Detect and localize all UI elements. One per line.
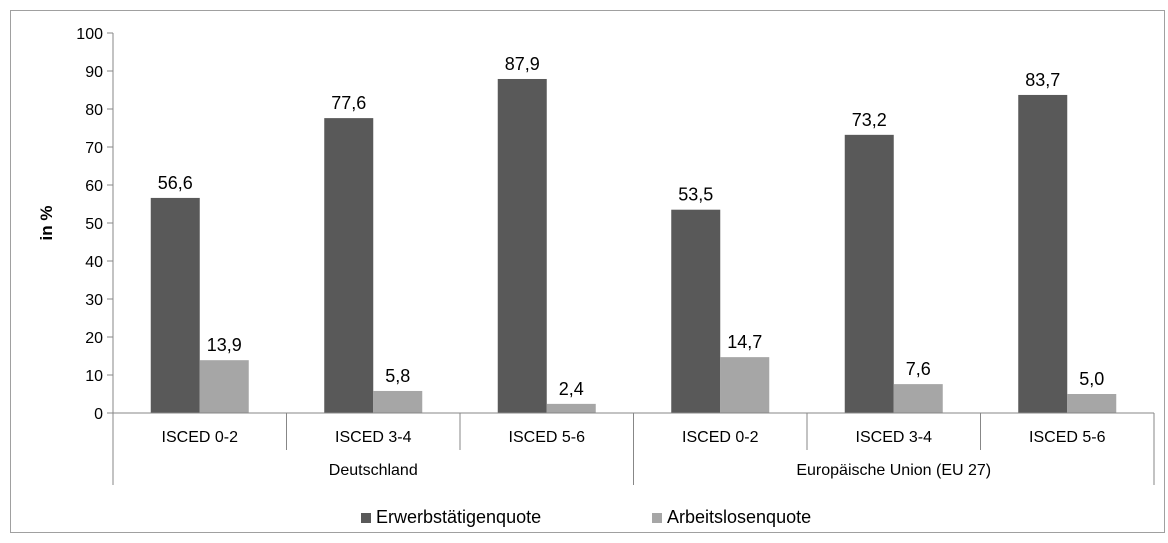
y-tick-label: 90 bbox=[85, 64, 103, 81]
data-labels: 56,6 13,9 77,6 5,8 87,9 2,4 53,5 14,7 73,2 7,6 83,… bbox=[158, 54, 1105, 399]
group-label: Deutschland bbox=[329, 462, 418, 479]
bar-arbeitslosenquote bbox=[1067, 394, 1117, 413]
data-label: 5,8 bbox=[385, 366, 410, 386]
legend: Erwerbstätigenquote Arbeitslosenquote bbox=[361, 507, 811, 527]
y-tick-label: 50 bbox=[85, 216, 103, 233]
y-tick-label: 40 bbox=[85, 254, 103, 271]
y-tick-label: 30 bbox=[85, 292, 103, 309]
bar-arbeitslosenquote bbox=[373, 390, 423, 413]
y-axis-ticks: 0 10 20 30 40 50 60 70 80 90 100 bbox=[76, 26, 114, 423]
y-tick-label: 0 bbox=[94, 406, 103, 423]
data-label: 73,2 bbox=[852, 110, 887, 130]
legend-swatch bbox=[652, 513, 662, 523]
x-axis: ISCED 0-2 ISCED 3-4 ISCED 5-6 ISCED 0-2 ISCE… bbox=[112, 412, 1155, 485]
y-tick-label: 80 bbox=[85, 102, 103, 119]
x-tick-label: ISCED 5-6 bbox=[509, 429, 586, 446]
data-label: 13,9 bbox=[207, 335, 242, 355]
y-tick-label: 70 bbox=[85, 140, 103, 157]
data-label: 5,0 bbox=[1079, 369, 1104, 389]
group-label: Europäische Union (EU 27) bbox=[796, 462, 991, 479]
legend-label: Arbeitslosenquote bbox=[667, 507, 811, 527]
x-tick-label: ISCED 3-4 bbox=[856, 429, 933, 446]
data-label: 87,9 bbox=[505, 54, 540, 74]
chart-border bbox=[10, 10, 1165, 533]
bar-arbeitslosenquote bbox=[893, 384, 943, 413]
bar-erwerbstaetigenquote bbox=[497, 78, 547, 413]
data-label: 56,6 bbox=[158, 173, 193, 193]
bar-arbeitslosenquote bbox=[720, 357, 770, 413]
y-tick-label: 60 bbox=[85, 178, 103, 195]
legend-label: Erwerbstätigenquote bbox=[376, 507, 541, 527]
y-tick-label: 100 bbox=[76, 26, 103, 43]
data-label: 53,5 bbox=[678, 185, 713, 205]
x-tick-label: ISCED 3-4 bbox=[335, 429, 412, 446]
data-label: 2,4 bbox=[559, 379, 584, 399]
bar-arbeitslosenquote bbox=[546, 403, 596, 413]
x-tick-label: ISCED 0-2 bbox=[162, 429, 239, 446]
bar-erwerbstaetigenquote bbox=[324, 118, 374, 414]
x-tick-label: ISCED 0-2 bbox=[682, 429, 759, 446]
y-tick-label: 10 bbox=[85, 368, 103, 385]
data-label: 14,7 bbox=[727, 332, 762, 352]
x-tick-label: ISCED 5-6 bbox=[1029, 429, 1106, 446]
bar-erwerbstaetigenquote bbox=[1018, 94, 1068, 413]
bar-erwerbstaetigenquote bbox=[671, 209, 721, 413]
data-label: 83,7 bbox=[1025, 70, 1060, 90]
bar-erwerbstaetigenquote bbox=[844, 134, 894, 413]
y-tick-label: 20 bbox=[85, 330, 103, 347]
data-label: 7,6 bbox=[906, 359, 931, 379]
bars bbox=[150, 78, 1117, 414]
legend-swatch bbox=[361, 513, 371, 523]
y-axis-title: in % bbox=[37, 206, 56, 241]
bar-arbeitslosenquote bbox=[199, 360, 249, 413]
bar-erwerbstaetigenquote bbox=[150, 197, 200, 413]
data-label: 77,6 bbox=[331, 93, 366, 113]
